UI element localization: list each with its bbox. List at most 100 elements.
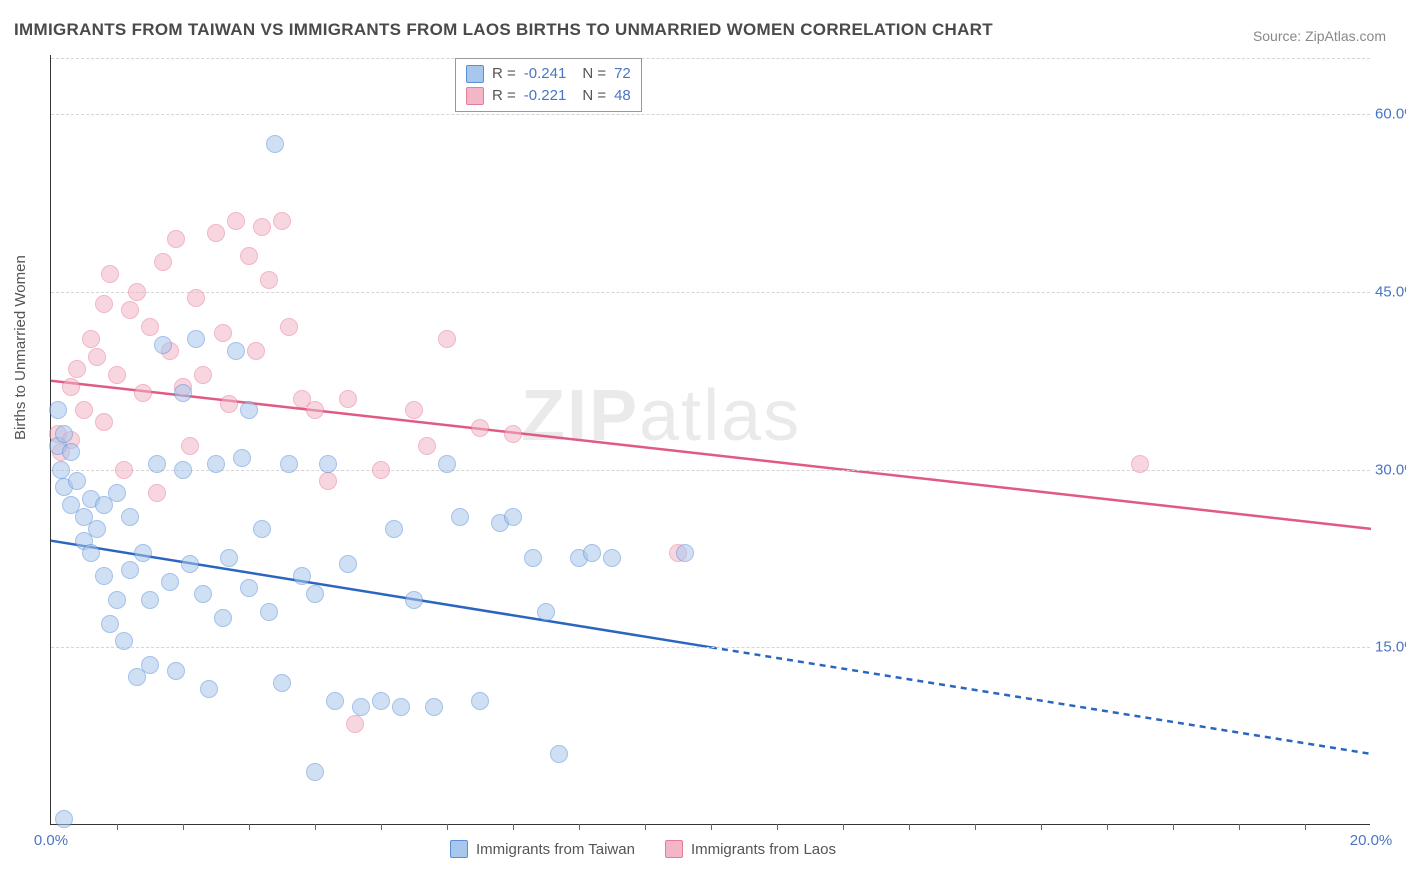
scatter-point [108,484,126,502]
scatter-point [134,384,152,402]
legend-item: Immigrants from Laos [665,840,836,858]
scatter-point [273,212,291,230]
scatter-point [346,715,364,733]
scatter-point [167,662,185,680]
scatter-point [438,455,456,473]
legend-swatch [466,65,484,83]
scatter-point [181,437,199,455]
scatter-point [425,698,443,716]
scatter-point [200,680,218,698]
scatter-point [95,413,113,431]
scatter-point [108,366,126,384]
gridline [51,470,1370,471]
x-tick-mark [1041,824,1042,830]
scatter-point [319,472,337,490]
legend-label: Immigrants from Taiwan [476,841,635,858]
scatter-point [207,224,225,242]
scatter-point [339,390,357,408]
scatter-point [141,318,159,336]
scatter-point [141,656,159,674]
r-label: R = [492,85,516,107]
legend-stats: R =-0.241N =72R =-0.221N =48 [455,58,642,112]
scatter-point [115,632,133,650]
x-tick-mark [1239,824,1240,830]
scatter-point [82,544,100,562]
watermark-zip: ZIP [521,376,639,456]
watermark: ZIPatlas [521,375,801,457]
legend-stat-row: R = -0.241 N = 72 [466,63,631,85]
scatter-point [75,401,93,419]
scatter-point [233,449,251,467]
scatter-point [115,461,133,479]
scatter-point [49,401,67,419]
scatter-point [253,218,271,236]
scatter-point [603,549,621,567]
scatter-point [438,330,456,348]
scatter-point [88,520,106,538]
scatter-point [167,230,185,248]
scatter-point [52,461,70,479]
scatter-point [95,295,113,313]
y-tick-label: 60.0% [1375,106,1406,123]
scatter-point [524,549,542,567]
scatter-point [471,419,489,437]
scatter-point [550,745,568,763]
y-tick-label: 30.0% [1375,461,1406,478]
scatter-point [405,401,423,419]
scatter-point [101,265,119,283]
scatter-point [220,395,238,413]
x-tick-mark [579,824,580,830]
x-tick-mark [843,824,844,830]
r-label: R = [492,63,516,85]
scatter-point [95,567,113,585]
scatter-point [280,455,298,473]
scatter-point [451,508,469,526]
scatter-point [372,692,390,710]
scatter-point [240,401,258,419]
scatter-point [280,318,298,336]
y-tick-label: 15.0% [1375,639,1406,656]
x-tick-mark [315,824,316,830]
legend-item: Immigrants from Taiwan [450,840,635,858]
gridline [51,292,1370,293]
scatter-point [187,289,205,307]
x-tick-label: 20.0% [1350,832,1393,849]
scatter-point [181,555,199,573]
scatter-point [418,437,436,455]
scatter-point [339,555,357,573]
scatter-point [260,271,278,289]
scatter-point [293,567,311,585]
scatter-point [187,330,205,348]
scatter-point [240,247,258,265]
scatter-point [306,401,324,419]
n-value: 72 [614,63,631,85]
scatter-point [372,461,390,479]
scatter-point [306,763,324,781]
n-label: N = [582,63,606,85]
x-tick-mark [909,824,910,830]
scatter-point [385,520,403,538]
scatter-point [504,425,522,443]
x-tick-mark [513,824,514,830]
scatter-point [227,342,245,360]
scatter-point [121,508,139,526]
r-value: -0.241 [524,63,567,85]
scatter-point [174,461,192,479]
scatter-point [247,342,265,360]
x-tick-label: 0.0% [34,832,68,849]
chart-title: IMMIGRANTS FROM TAIWAN VS IMMIGRANTS FRO… [14,20,993,40]
scatter-point [55,810,73,828]
scatter-point [319,455,337,473]
scatter-point [504,508,522,526]
scatter-point [108,591,126,609]
scatter-point [471,692,489,710]
x-tick-mark [249,824,250,830]
x-tick-mark [183,824,184,830]
scatter-point [154,253,172,271]
plot-area: ZIPatlas 15.0%30.0%45.0%60.0%0.0%20.0% [50,55,1370,825]
x-tick-mark [117,824,118,830]
scatter-point [161,573,179,591]
scatter-point [266,135,284,153]
legend-swatch [466,87,484,105]
scatter-point [583,544,601,562]
